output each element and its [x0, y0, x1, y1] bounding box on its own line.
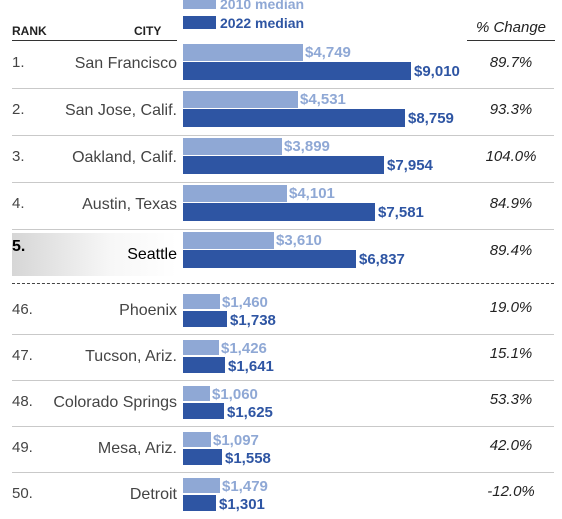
- bar-2022: [183, 250, 356, 268]
- city-label: Oakland, Calif.: [72, 149, 177, 166]
- percent-change-label: 15.1%: [489, 345, 533, 362]
- chart-row: 47. Tucson, Ariz. $1,426 $1,641 15.1%: [0, 335, 562, 381]
- city-label: Colorado Springs: [53, 394, 177, 411]
- bar-2022: [183, 311, 227, 327]
- bar-2010: [183, 478, 220, 493]
- bar-2010: [183, 386, 210, 401]
- city-label: Mesa, Ariz.: [97, 440, 177, 457]
- bar-2022: [183, 156, 384, 174]
- row-separator: [12, 334, 554, 335]
- rank-label: 46.: [12, 301, 33, 318]
- value-label-2010: $4,749: [305, 44, 351, 61]
- value-label-2022: $1,558: [225, 450, 271, 467]
- rank-label: 5.: [12, 238, 26, 255]
- value-label-2010: $1,460: [222, 294, 268, 311]
- percent-change-label: 93.3%: [489, 101, 533, 118]
- chart-row: 2. San Jose, Calif. $4,531 $8,759 93.3%: [0, 89, 562, 136]
- value-label-2022: $1,738: [230, 312, 276, 329]
- section-divider: [12, 283, 554, 284]
- bar-2022: [183, 403, 224, 419]
- value-label-2010: $1,097: [213, 432, 259, 449]
- percent-change-label: -12.0%: [487, 483, 535, 500]
- rank-label: 4.: [12, 195, 25, 212]
- value-label-2022: $6,837: [359, 251, 405, 268]
- header-rule: [12, 40, 177, 41]
- row-separator: [12, 229, 554, 230]
- value-label-2022: $8,759: [408, 110, 454, 127]
- rank-label: 48.: [12, 393, 33, 410]
- bar-2022: [183, 357, 225, 373]
- chart-row: 50. Detroit $1,479 $1,301 -12.0%: [0, 473, 562, 519]
- bar-2022: [183, 109, 405, 127]
- chart-row: 3. Oakland, Calif. $3,899 $7,954 104.0%: [0, 136, 562, 183]
- percent-change-label: 89.7%: [489, 54, 533, 71]
- bar-2022: [183, 449, 222, 465]
- percent-change-label: 89.4%: [489, 242, 533, 259]
- legend-swatch-2022: [183, 16, 216, 29]
- change-header-rule: [467, 40, 555, 41]
- value-label-2010: $1,060: [212, 386, 258, 403]
- bar-2010: [183, 432, 211, 447]
- bar-2022: [183, 62, 411, 80]
- value-label-2022: $1,301: [219, 496, 265, 513]
- city-label: Seattle: [127, 246, 177, 263]
- percent-change-label: 84.9%: [489, 195, 533, 212]
- city-label: San Francisco: [74, 55, 177, 72]
- row-separator: [12, 182, 554, 183]
- chart-row: 49. Mesa, Ariz. $1,097 $1,558 42.0%: [0, 427, 562, 473]
- value-label-2010: $4,101: [289, 185, 335, 202]
- bar-2010: [183, 91, 298, 108]
- chart-row: 4. Austin, Texas $4,101 $7,581 84.9%: [0, 183, 562, 230]
- bar-2022: [183, 203, 375, 221]
- percent-change-label: 53.3%: [489, 391, 533, 408]
- chart-row: 1. San Francisco $4,749 $9,010 89.7%: [0, 42, 562, 89]
- bar-2010: [183, 294, 220, 309]
- change-header: % Change: [475, 19, 547, 36]
- value-label-2010: $3,899: [284, 138, 330, 155]
- row-separator: [12, 135, 554, 136]
- rank-label: 50.: [12, 485, 33, 502]
- chart-row: 46. Phoenix $1,460 $1,738 19.0%: [0, 289, 562, 335]
- chart-row: 5. Seattle $3,610 $6,837 89.4%: [0, 230, 562, 277]
- percent-change-label: 42.0%: [489, 437, 533, 454]
- legend-swatch-2010: [183, 0, 216, 9]
- rank-label: 47.: [12, 347, 33, 364]
- bar-2010: [183, 232, 274, 249]
- value-label-2022: $7,954: [387, 157, 433, 174]
- chart-row: 48. Colorado Springs $1,060 $1,625 53.3%: [0, 381, 562, 427]
- bar-2010: [183, 138, 282, 155]
- bar-2022: [183, 495, 216, 511]
- city-label: Tucson, Ariz.: [85, 348, 177, 365]
- percent-change-label: 19.0%: [489, 299, 533, 316]
- legend-label-2022: 2022 median: [220, 15, 305, 31]
- city-label: Phoenix: [119, 302, 177, 319]
- value-label-2022: $7,581: [378, 204, 424, 221]
- bar-2010: [183, 185, 287, 202]
- city-header: CITY: [134, 24, 162, 38]
- rank-label: 49.: [12, 439, 33, 456]
- value-label-2010: $3,610: [276, 232, 322, 249]
- value-label-2022: $1,625: [227, 404, 273, 421]
- row-separator: [12, 88, 554, 89]
- city-label: Detroit: [129, 486, 177, 503]
- row-separator: [12, 472, 554, 473]
- row-separator: [12, 380, 554, 381]
- bar-2010: [183, 340, 219, 355]
- bar-2010: [183, 44, 303, 61]
- row-separator: [12, 426, 554, 427]
- legend-label-2010: 2010 median: [220, 0, 305, 12]
- rank-label: 2.: [12, 101, 25, 118]
- city-label: Austin, Texas: [82, 196, 177, 213]
- rank-label: 3.: [12, 148, 25, 165]
- value-label-2010: $4,531: [300, 91, 346, 108]
- highlight-box: [12, 233, 177, 276]
- rank-header: RANK: [12, 24, 47, 38]
- value-label-2010: $1,479: [222, 478, 268, 495]
- value-label-2022: $9,010: [414, 63, 460, 80]
- rank-label: 1.: [12, 54, 25, 71]
- city-label: San Jose, Calif.: [64, 102, 177, 119]
- value-label-2010: $1,426: [221, 340, 267, 357]
- percent-change-label: 104.0%: [485, 148, 537, 165]
- value-label-2022: $1,641: [228, 358, 274, 375]
